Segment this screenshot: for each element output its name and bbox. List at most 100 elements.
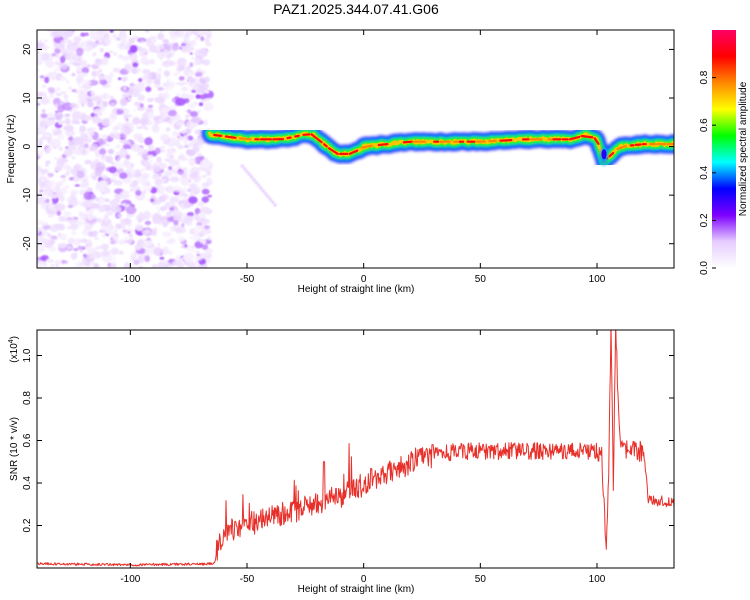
noise-blob	[117, 54, 124, 59]
noise-blob	[147, 154, 154, 159]
signal-peak	[348, 149, 359, 155]
noise-blob	[152, 166, 162, 173]
noise-blob	[97, 205, 106, 213]
noise-blob	[134, 243, 142, 251]
noise-blob	[180, 227, 186, 234]
noise-blob	[53, 198, 56, 202]
noise-blob	[45, 160, 51, 164]
noise-blob	[188, 157, 196, 166]
noise-blob	[91, 261, 95, 266]
noise-blob	[38, 166, 42, 170]
noise-blob	[114, 132, 119, 136]
noise-blob	[169, 34, 177, 41]
noise-blob	[88, 145, 96, 152]
noise-blob	[49, 209, 56, 215]
noise-blob	[55, 264, 60, 268]
noise-blob	[40, 96, 50, 105]
noise-blob	[102, 94, 107, 99]
noise-blob	[145, 86, 152, 92]
noise-blob	[92, 76, 96, 81]
noise-blob	[187, 76, 193, 81]
noise-blob	[54, 91, 58, 94]
noise-blob	[77, 245, 83, 251]
noise-blob	[41, 109, 46, 114]
noise-blob	[40, 255, 49, 261]
noise-blob	[41, 84, 47, 88]
noise-blob	[40, 178, 46, 182]
noise-blob	[180, 257, 184, 261]
x-tick-label: 100	[589, 274, 606, 285]
noise-blob	[127, 114, 133, 118]
noise-blob	[174, 171, 178, 176]
noise-blob	[112, 172, 119, 177]
noise-blob	[206, 34, 212, 39]
noise-blob	[91, 115, 101, 124]
noise-blob	[55, 129, 63, 135]
noise-blob	[179, 203, 184, 208]
noise-blob	[47, 172, 54, 178]
noise-blob	[122, 229, 128, 232]
y-tick-label: 10	[22, 92, 33, 104]
noise-blob	[73, 42, 77, 46]
colorbar-tick-label: 0.0	[699, 261, 710, 275]
noise-blob	[172, 209, 181, 216]
noise-blob	[121, 56, 130, 62]
colorbar-tick-label: 0.2	[699, 213, 710, 227]
noise-blob	[201, 188, 210, 195]
streak-dot	[259, 186, 263, 190]
noise-blob	[103, 214, 109, 219]
noise-blob	[161, 49, 170, 56]
noise-blob	[185, 38, 190, 42]
noise-blob	[167, 119, 172, 124]
noise-blob	[182, 61, 187, 67]
noise-blob	[93, 215, 97, 219]
noise-blob	[129, 183, 134, 188]
noise-blob	[68, 140, 74, 147]
noise-blob	[44, 189, 53, 198]
noise-blob	[55, 61, 59, 65]
noise-blob	[197, 134, 204, 140]
noise-blob	[100, 162, 105, 167]
noise-blob	[99, 148, 107, 155]
noise-blob	[65, 185, 70, 188]
noise-blob	[93, 263, 100, 268]
noise-blob	[152, 213, 161, 221]
noise-blob	[37, 245, 45, 253]
noise-blob	[41, 52, 50, 62]
noise-blob	[71, 171, 75, 175]
noise-blob	[95, 217, 103, 223]
y-tick-label: 0.8	[22, 391, 33, 405]
noise-blob	[49, 245, 56, 252]
noise-blob	[122, 231, 129, 235]
noise-blob	[48, 93, 55, 99]
noise-blob	[169, 238, 175, 242]
noise-blob	[135, 190, 142, 196]
noise-blob	[199, 206, 210, 214]
noise-blob	[65, 171, 70, 176]
noise-blob	[188, 94, 195, 101]
noise-blob	[79, 125, 86, 132]
noise-blob	[120, 98, 128, 106]
noise-blob	[60, 91, 67, 95]
noise-blob	[198, 109, 202, 112]
signal-peak	[616, 144, 628, 150]
noise-blob	[173, 108, 176, 111]
noise-blob	[99, 47, 104, 52]
noise-blob	[97, 199, 105, 205]
noise-blob	[57, 232, 62, 237]
x-tick-label: -50	[240, 574, 255, 585]
snr-y-ticks: 0.2 0.4 0.6 0.8 1.0	[22, 348, 674, 532]
noise-blob	[84, 159, 92, 165]
noise-blob	[155, 73, 162, 80]
noise-blob	[41, 237, 51, 243]
noise-blob	[171, 169, 177, 174]
colorbar: 0.0 0.2 0.4 0.6 0.8 Normalized spectral ampl…	[699, 30, 749, 275]
noise-blob	[63, 94, 69, 98]
noise-blob	[95, 40, 99, 44]
signal-peak	[213, 133, 223, 137]
snr-scale-base: (x10	[9, 343, 20, 363]
snr-background	[37, 330, 674, 568]
noise-blob	[207, 97, 211, 101]
noise-blob	[89, 208, 94, 214]
signal-peak	[402, 140, 413, 144]
